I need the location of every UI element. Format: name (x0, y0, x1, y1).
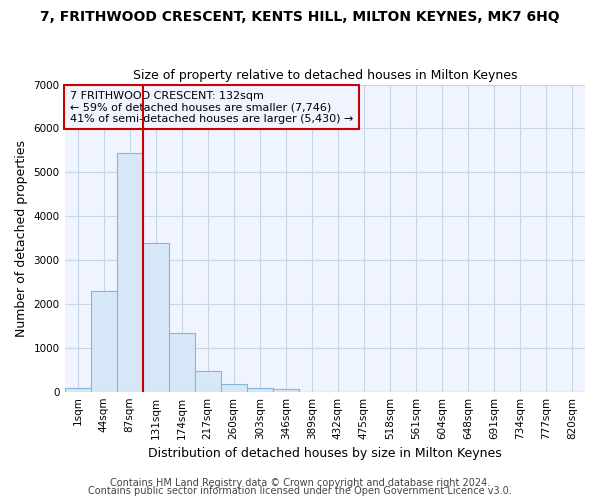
Text: 7 FRITHWOOD CRESCENT: 132sqm
← 59% of detached houses are smaller (7,746)
41% of: 7 FRITHWOOD CRESCENT: 132sqm ← 59% of de… (70, 90, 353, 124)
Y-axis label: Number of detached properties: Number of detached properties (15, 140, 28, 336)
Bar (221, 384, 247, 392)
Bar (143, 242, 169, 392)
Bar (273, 390, 299, 392)
Text: Contains public sector information licensed under the Open Government Licence v3: Contains public sector information licen… (88, 486, 512, 496)
Bar (169, 334, 194, 392)
Bar (247, 388, 273, 392)
Bar (194, 372, 221, 392)
Bar (116, 152, 143, 392)
Text: 7, FRITHWOOD CRESCENT, KENTS HILL, MILTON KEYNES, MK7 6HQ: 7, FRITHWOOD CRESCENT, KENTS HILL, MILTO… (40, 10, 560, 24)
Bar (65, 388, 91, 392)
Title: Size of property relative to detached houses in Milton Keynes: Size of property relative to detached ho… (133, 69, 517, 82)
X-axis label: Distribution of detached houses by size in Milton Keynes: Distribution of detached houses by size … (148, 447, 502, 460)
Bar (91, 291, 116, 392)
Text: Contains HM Land Registry data © Crown copyright and database right 2024.: Contains HM Land Registry data © Crown c… (110, 478, 490, 488)
